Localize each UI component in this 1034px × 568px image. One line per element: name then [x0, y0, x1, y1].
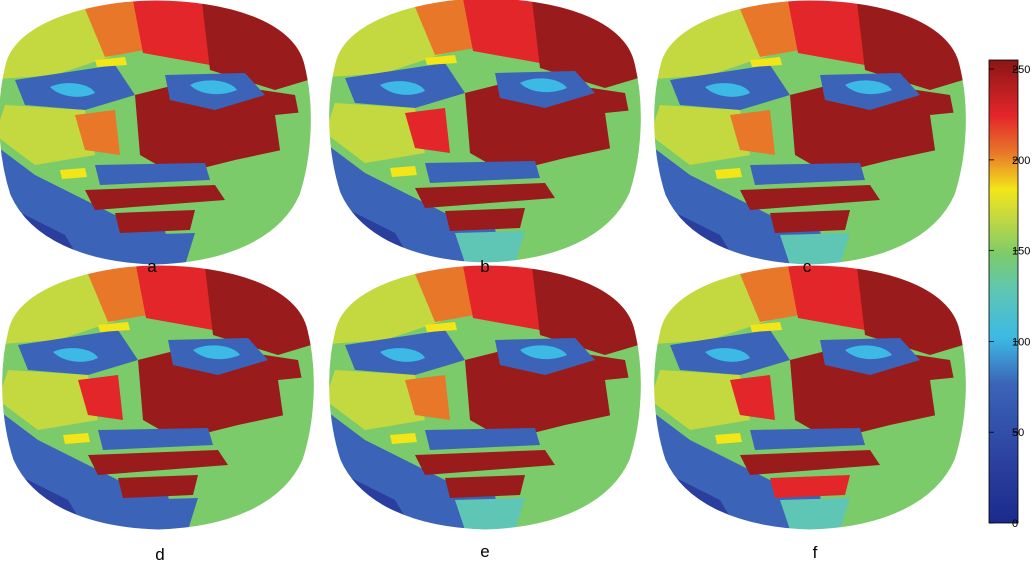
face-map-e: [328, 265, 642, 530]
face-map-a: [0, 0, 312, 265]
face-map-d: [1, 265, 315, 530]
colorbar-tick-label: 50: [1012, 427, 1024, 439]
panel-label-e: e: [480, 542, 489, 561]
colorbar-tick-label: 250: [1012, 64, 1030, 76]
panel-label-b: b: [480, 257, 489, 276]
colorbar-tick-label: 200: [1012, 155, 1030, 167]
face-map-b: [328, 0, 642, 263]
panel-label-c: c: [803, 257, 812, 276]
face-map-f: [653, 265, 967, 530]
panel-labels: a b c d e f: [147, 257, 817, 564]
colorbar: 0 50 100 150 200 250: [988, 59, 1030, 530]
colorbar-gradient: [988, 59, 1019, 524]
colorbar-tick-label: 100: [1012, 336, 1030, 348]
panel-label-a: a: [147, 257, 157, 276]
colorbar-tick-label: 150: [1012, 246, 1030, 258]
face-maps: [0, 0, 967, 531]
panel-label-d: d: [155, 545, 164, 564]
colorbar-ticks: 0 50 100 150 200 250: [989, 64, 1030, 530]
face-map-c: [653, 0, 967, 265]
panel-label-f: f: [813, 543, 818, 562]
colorbar-tick-label: 0: [1012, 518, 1018, 530]
